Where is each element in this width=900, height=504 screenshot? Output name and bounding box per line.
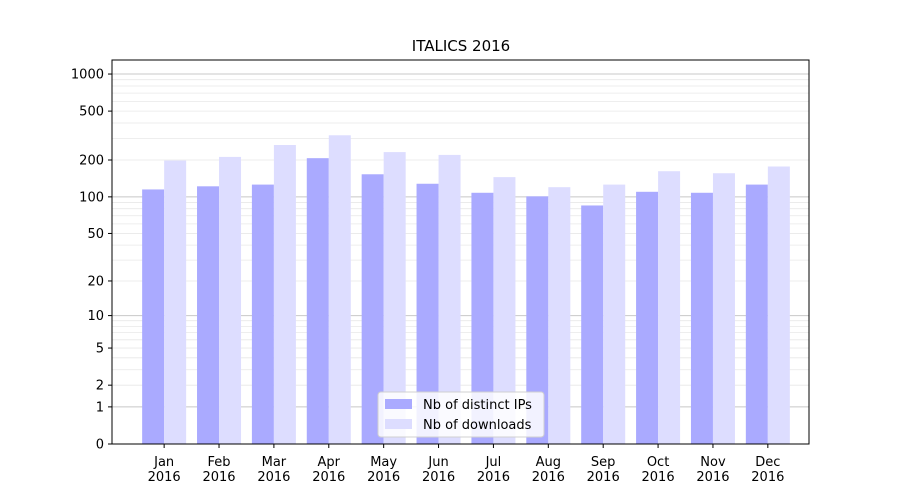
x-tick-label-year: 2016	[587, 470, 620, 485]
bar-distinct-ips	[251, 184, 274, 444]
bar-distinct-ips	[581, 205, 604, 444]
bar-downloads	[164, 160, 187, 445]
x-tick-label-year: 2016	[532, 470, 565, 485]
bar-distinct-ips	[197, 186, 220, 444]
bar-downloads	[273, 145, 296, 444]
x-tick-label-month: Dec	[755, 455, 780, 470]
x-tick-label-year: 2016	[202, 470, 235, 485]
y-tick-label: 50	[87, 227, 104, 242]
chart-title: ITALICS 2016	[412, 37, 510, 55]
x-tick-label-year: 2016	[696, 470, 729, 485]
bar-distinct-ips	[361, 174, 384, 444]
bar-distinct-ips	[416, 183, 439, 444]
legend: Nb of distinct IPs Nb of downloads	[377, 391, 545, 438]
bar-distinct-ips	[690, 192, 713, 444]
bar-downloads	[328, 135, 351, 444]
x-tick-label-year: 2016	[312, 470, 345, 485]
y-tick-label: 100	[79, 190, 104, 205]
x-tick-label-month: Aug	[536, 455, 561, 470]
bar-distinct-ips	[306, 158, 329, 444]
y-tick-label: 1000	[71, 68, 104, 83]
y-tick-label: 0	[96, 438, 104, 453]
bar-distinct-ips	[142, 189, 165, 444]
legend-swatch	[385, 419, 412, 429]
y-tick-label: 1	[96, 400, 104, 415]
bar-distinct-ips	[636, 191, 659, 444]
legend-swatch	[385, 399, 412, 409]
x-tick-label-month: May	[370, 455, 397, 470]
bar-downloads	[767, 166, 790, 444]
x-tick-label-month: Sep	[591, 455, 616, 470]
bar-distinct-ips	[526, 196, 549, 444]
y-tick-label: 10	[87, 309, 104, 324]
x-tick-label-year: 2016	[367, 470, 400, 485]
x-tick-label-month: Jun	[427, 455, 448, 470]
x-tick-label-month: Feb	[208, 455, 231, 470]
legend-label: Nb of downloads	[423, 418, 532, 433]
y-tick-label: 200	[79, 154, 104, 169]
x-tick-label-month: Mar	[262, 455, 287, 470]
y-tick-label: 2	[96, 379, 104, 394]
bar-downloads	[438, 154, 461, 444]
x-tick-label-year: 2016	[422, 470, 455, 485]
x-tick-label-month: Jul	[485, 455, 502, 470]
x-tick-label-year: 2016	[148, 470, 181, 485]
bar-downloads	[712, 173, 735, 444]
bar-downloads	[219, 156, 242, 444]
bars	[142, 135, 790, 445]
x-tick-label-year: 2016	[257, 470, 290, 485]
legend-label: Nb of distinct IPs	[423, 398, 532, 413]
x-tick-label-month: Jan	[153, 455, 174, 470]
x-tick-label-year: 2016	[642, 470, 675, 485]
x-tick-label-year: 2016	[477, 470, 510, 485]
plot-frame	[111, 59, 810, 445]
bar-downloads	[548, 187, 571, 444]
bar-downloads	[493, 177, 516, 445]
y-tick-label: 20	[87, 274, 104, 289]
y-tick-label: 500	[79, 105, 104, 120]
bar-distinct-ips	[745, 184, 768, 444]
bar-downloads	[658, 171, 681, 444]
bar-distinct-ips	[471, 192, 494, 444]
x-tick-label-year: 2016	[751, 470, 784, 485]
bar-downloads	[383, 152, 406, 444]
x-tick-label-month: Apr	[318, 455, 341, 470]
axes: Jan2016Feb2016Mar2016Apr2016May2016Jun20…	[71, 59, 810, 485]
y-tick-label: 5	[96, 342, 104, 357]
x-tick-label-month: Nov	[700, 455, 726, 470]
bar-downloads	[603, 184, 626, 444]
legend-box	[377, 391, 545, 438]
x-tick-label-month: Oct	[647, 455, 669, 470]
